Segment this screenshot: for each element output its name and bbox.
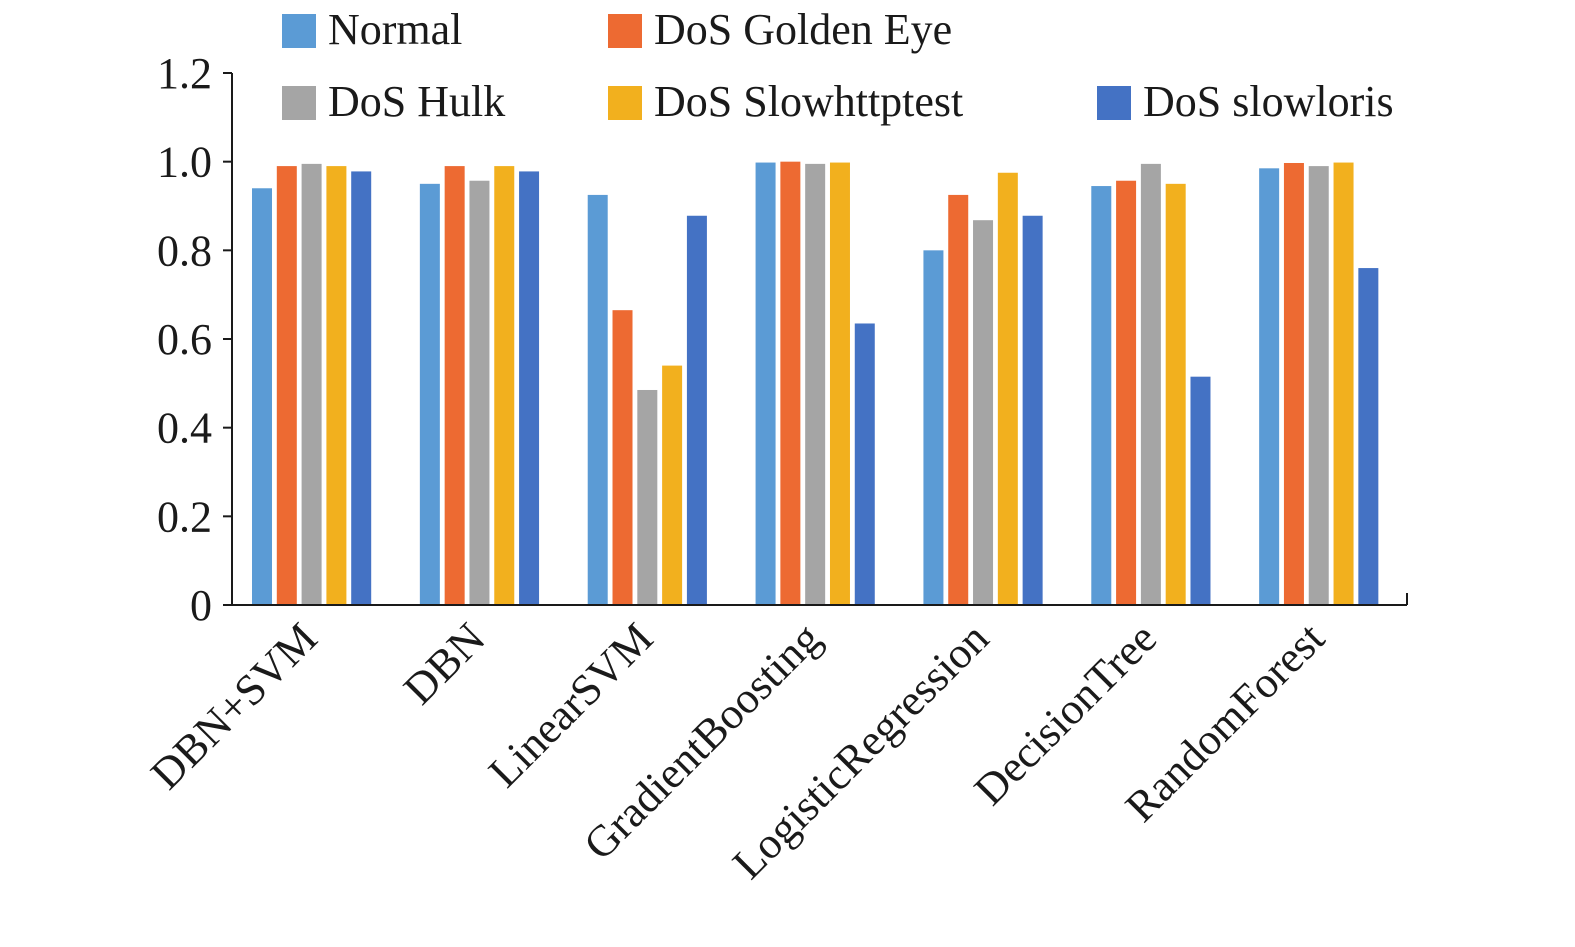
bar-dos-slowloris bbox=[854, 323, 875, 605]
bar-dos-slowloris bbox=[1022, 215, 1043, 605]
bar-dos-golden-eye bbox=[780, 161, 801, 605]
bars bbox=[252, 161, 1379, 606]
bar-dos-hulk bbox=[1308, 166, 1329, 605]
legend-item: DoS Hulk bbox=[282, 77, 505, 126]
legend-swatch bbox=[608, 86, 642, 120]
bar-dos-slowloris bbox=[351, 171, 372, 606]
bar-dos-slowloris bbox=[519, 171, 540, 606]
x-category-label: DBN+SVM bbox=[141, 613, 326, 798]
y-tick-label: 0.2 bbox=[157, 492, 212, 541]
y-tick-label: 1.0 bbox=[157, 138, 212, 187]
bar-dos-slowhttptest bbox=[1333, 162, 1354, 605]
bar-dos-hulk bbox=[469, 180, 490, 606]
bar-group bbox=[419, 166, 540, 606]
bar-normal bbox=[1091, 186, 1112, 606]
x-axis: DBN+SVM DBNLinearSVMGradientBoostingLogis… bbox=[141, 593, 1408, 888]
bar-dos-slowhttptest bbox=[997, 172, 1018, 605]
bar-group bbox=[1259, 162, 1379, 606]
legend-label: DoS slowloris bbox=[1143, 77, 1394, 126]
legend-item: DoS Golden Eye bbox=[608, 5, 952, 54]
bar-group bbox=[755, 161, 875, 605]
legend-item: DoS Slowhttptest bbox=[608, 77, 963, 126]
y-axis: 0 0.2 0.4 0.6 0.8 1.0 1.2 bbox=[157, 49, 233, 630]
bar-group bbox=[923, 172, 1043, 606]
x-category-label: DBN bbox=[394, 613, 494, 713]
bar-dos-hulk bbox=[1140, 163, 1161, 605]
x-category-label: LinearSVM bbox=[479, 613, 662, 796]
legend-swatch bbox=[282, 86, 316, 120]
legend-label: DoS Slowhttptest bbox=[654, 77, 963, 126]
bar-dos-slowhttptest bbox=[662, 365, 683, 605]
bar-dos-golden-eye bbox=[444, 166, 465, 605]
bar-dos-golden-eye bbox=[1283, 162, 1304, 605]
bar-dos-slowhttptest bbox=[829, 162, 850, 605]
y-tick-label: 0.4 bbox=[157, 404, 212, 453]
bar-dos-hulk bbox=[637, 389, 658, 605]
legend: Normal DoS Golden Eye DoS Hulk DoS Slowhttp… bbox=[282, 5, 1394, 126]
y-tick-label: 1.2 bbox=[157, 49, 212, 98]
bar-normal bbox=[755, 162, 776, 605]
bar-normal bbox=[252, 188, 272, 605]
bar-normal bbox=[923, 250, 944, 606]
bar-dos-slowhttptest bbox=[326, 166, 347, 605]
bar-dos-golden-eye bbox=[276, 166, 297, 605]
y-tick-label: 0.8 bbox=[157, 226, 212, 275]
legend-swatch bbox=[282, 14, 316, 48]
bar-normal bbox=[419, 183, 440, 606]
bar-group bbox=[252, 163, 372, 606]
bar-normal bbox=[1259, 168, 1280, 606]
legend-label: DoS Hulk bbox=[328, 77, 505, 126]
bar-dos-golden-eye bbox=[1116, 180, 1137, 606]
legend-label: Normal bbox=[328, 5, 462, 54]
bar-dos-slowloris bbox=[686, 215, 707, 605]
bar-dos-golden-eye bbox=[612, 310, 633, 605]
bar-dos-hulk bbox=[973, 220, 994, 606]
y-tick-label: 0 bbox=[190, 581, 212, 630]
bar-group bbox=[587, 194, 707, 605]
legend-swatch bbox=[608, 14, 642, 48]
bar-dos-golden-eye bbox=[948, 194, 969, 605]
legend-item: DoS slowloris bbox=[1097, 77, 1394, 126]
bar-dos-slowhttptest bbox=[494, 166, 515, 605]
legend-item: Normal bbox=[282, 5, 462, 54]
bar-dos-slowloris bbox=[1190, 376, 1211, 605]
bar-dos-hulk bbox=[301, 163, 322, 605]
legend-label: DoS Golden Eye bbox=[654, 5, 952, 54]
bar-dos-slowhttptest bbox=[1165, 183, 1186, 606]
y-tick-label: 0.6 bbox=[157, 315, 212, 364]
bar-normal bbox=[587, 194, 608, 605]
legend-swatch bbox=[1097, 86, 1131, 120]
bar-group bbox=[1091, 163, 1211, 606]
bar-dos-hulk bbox=[805, 163, 826, 605]
bar-dos-slowloris bbox=[1358, 268, 1379, 605]
